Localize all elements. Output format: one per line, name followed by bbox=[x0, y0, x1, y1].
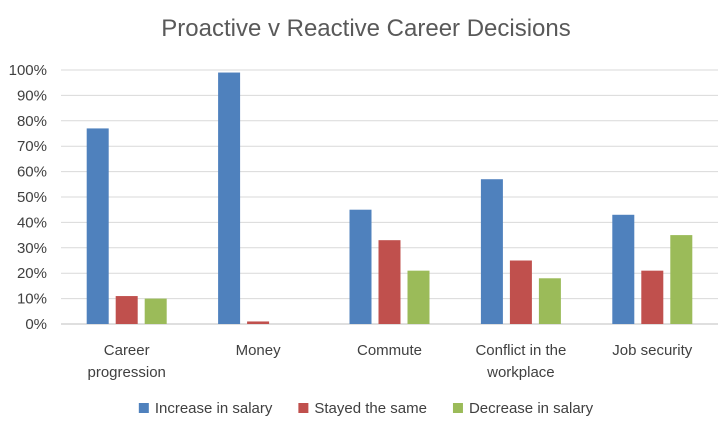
y-tick-label: 90% bbox=[17, 87, 47, 104]
y-tick-label: 50% bbox=[17, 189, 47, 206]
bar bbox=[670, 235, 693, 324]
legend-label: Stayed the same bbox=[314, 400, 427, 417]
legend-swatch bbox=[298, 403, 309, 413]
x-category-label-line: Job security bbox=[612, 342, 693, 359]
bar bbox=[144, 298, 167, 324]
x-category-label-line: workplace bbox=[486, 364, 555, 381]
y-tick-label: 80% bbox=[17, 113, 47, 130]
x-category-label: Job security bbox=[612, 342, 693, 359]
bar bbox=[349, 209, 372, 324]
x-axis-category-labels: Career progression Money Commute Conflict in… bbox=[88, 342, 693, 381]
legend: Increase in salary Stayed the same Decreas… bbox=[138, 400, 594, 417]
y-tick-label: 10% bbox=[17, 291, 47, 308]
bar bbox=[86, 128, 109, 324]
y-axis-tick-labels: 0% 10% 20% 30% 40% 50% 60% 70% 80% 90% 100% bbox=[9, 62, 47, 333]
x-category-label-line: progression bbox=[88, 364, 166, 381]
x-category-label: Conflict in the workplace bbox=[475, 342, 566, 381]
gridlines bbox=[61, 69, 718, 325]
bar bbox=[612, 214, 635, 324]
y-tick-label: 30% bbox=[17, 240, 47, 257]
y-tick-label: 40% bbox=[17, 214, 47, 231]
x-category-label-line: Career bbox=[104, 342, 150, 359]
legend-swatch bbox=[138, 403, 149, 413]
y-tick-label: 100% bbox=[9, 62, 47, 79]
x-category-label: Commute bbox=[357, 342, 422, 359]
bar bbox=[378, 240, 401, 324]
y-tick-label: 20% bbox=[17, 265, 47, 282]
x-category-label: Career progression bbox=[88, 342, 166, 381]
legend-label: Decrease in salary bbox=[469, 400, 594, 417]
chart-title: Proactive v Reactive Career Decisions bbox=[161, 15, 571, 42]
bar bbox=[480, 179, 503, 324]
y-tick-label: 0% bbox=[25, 316, 47, 333]
bar bbox=[218, 72, 241, 324]
bar bbox=[509, 260, 532, 324]
bar bbox=[641, 270, 664, 324]
x-category-label-line: Conflict in the bbox=[475, 342, 566, 359]
bar bbox=[538, 278, 561, 324]
bars bbox=[86, 72, 693, 324]
bar bbox=[115, 296, 138, 324]
legend-swatch bbox=[452, 403, 463, 413]
y-tick-label: 60% bbox=[17, 164, 47, 181]
x-category-label: Money bbox=[236, 342, 282, 359]
y-tick-label: 70% bbox=[17, 138, 47, 155]
x-category-label-line: Money bbox=[236, 342, 282, 359]
legend-label: Increase in salary bbox=[155, 400, 273, 417]
bar bbox=[247, 321, 270, 324]
bar bbox=[407, 270, 430, 324]
x-category-label-line: Commute bbox=[357, 342, 422, 359]
